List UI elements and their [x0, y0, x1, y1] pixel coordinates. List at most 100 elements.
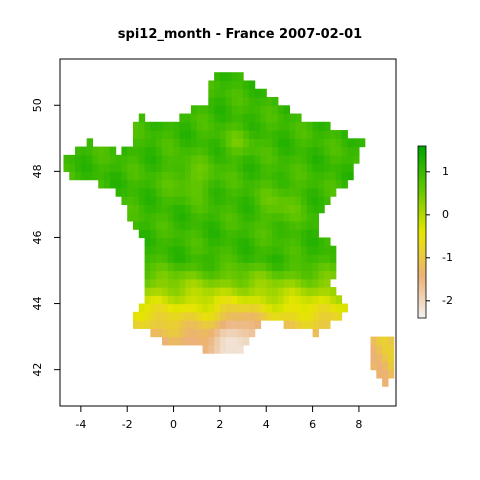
raster-cell [161, 328, 169, 338]
raster-cell [283, 154, 290, 164]
raster-cell [289, 295, 296, 305]
raster-cell [260, 270, 267, 280]
raster-cell [202, 138, 209, 148]
raster-cell [231, 105, 238, 115]
raster-cell [202, 336, 209, 346]
raster-cell [266, 130, 273, 139]
raster-cell [86, 146, 94, 156]
raster-cell [260, 121, 267, 131]
raster-cell [219, 113, 227, 123]
raster-cell [266, 212, 273, 222]
legend-swatch [418, 200, 426, 204]
raster-cell [306, 270, 314, 280]
raster-cell [208, 270, 215, 280]
raster-cell [185, 179, 192, 189]
legend-swatch [418, 283, 426, 287]
raster-cell [231, 204, 238, 214]
raster-cell [202, 113, 209, 123]
raster-cell [150, 237, 157, 247]
raster-cell [179, 328, 186, 338]
raster-cell [266, 113, 273, 123]
raster-cell [161, 287, 169, 296]
raster-cell [190, 220, 198, 230]
raster-cell [75, 171, 82, 181]
legend-swatch [418, 183, 426, 187]
raster-cell [127, 154, 134, 164]
raster-cell [104, 179, 111, 189]
raster-cell [214, 121, 221, 131]
raster-cell [132, 154, 140, 164]
raster-cell [225, 105, 233, 115]
raster-cell [173, 121, 180, 131]
raster-cell [214, 237, 221, 247]
raster-cell [295, 245, 302, 255]
raster-cell [225, 204, 233, 214]
raster-cell [167, 328, 175, 338]
raster-cell [324, 138, 331, 148]
raster-cell [179, 270, 186, 280]
raster-cell [231, 278, 238, 288]
raster-cell [231, 303, 238, 313]
raster-cell [138, 146, 146, 156]
raster-cell [202, 262, 209, 272]
raster-cell [150, 229, 157, 239]
raster-cell [115, 187, 122, 197]
raster-cell [109, 171, 117, 181]
raster-cell [144, 287, 151, 296]
raster-cell [237, 204, 244, 214]
raster-cell [173, 253, 180, 263]
raster-cell [237, 270, 244, 280]
raster-cell [254, 278, 262, 288]
raster-cell [214, 287, 221, 296]
raster-cell [289, 212, 296, 222]
raster-cell [214, 187, 221, 197]
legend-swatch [418, 286, 426, 290]
raster-cell [295, 154, 302, 164]
raster-cell [260, 253, 267, 263]
raster-cell [214, 196, 221, 206]
raster-cell [295, 229, 302, 239]
raster-cell [179, 130, 186, 139]
raster-cell [260, 237, 267, 247]
raster-cell [208, 130, 215, 139]
raster-cell [144, 179, 151, 189]
raster-cell [254, 179, 262, 189]
raster-cell [202, 196, 209, 206]
raster-cell [324, 303, 331, 313]
raster-cell [208, 146, 215, 156]
raster-cell [243, 212, 250, 222]
raster-cell [190, 336, 198, 346]
raster-cell [237, 187, 244, 197]
raster-cell [132, 204, 140, 214]
raster-cell [225, 270, 233, 280]
raster-cell [260, 212, 267, 222]
raster-cell [80, 163, 88, 172]
raster-cell [329, 245, 337, 255]
raster-cell [185, 295, 192, 305]
raster-cell [196, 130, 204, 139]
raster-cell [329, 130, 337, 139]
raster-cell [318, 171, 325, 181]
legend-swatch [418, 194, 426, 199]
raster-cell [272, 105, 279, 115]
raster-cell [254, 113, 262, 123]
raster-cell [289, 179, 296, 189]
raster-cell [266, 97, 273, 106]
raster-cell [312, 220, 319, 230]
raster-cell [144, 130, 151, 139]
raster-cell [144, 253, 151, 263]
raster-cell [300, 130, 308, 139]
raster-cell [243, 253, 250, 263]
raster-cell [190, 121, 198, 131]
raster-cell [69, 154, 76, 164]
raster-cell [318, 278, 325, 288]
raster-cell [387, 353, 395, 362]
raster-cell [214, 138, 221, 148]
raster-cell [272, 303, 279, 313]
raster-cell [248, 187, 256, 197]
raster-cell [289, 154, 296, 164]
raster-cell [109, 163, 117, 172]
raster-cell [283, 146, 290, 156]
raster-cell [132, 320, 140, 329]
raster-cell [289, 121, 296, 131]
